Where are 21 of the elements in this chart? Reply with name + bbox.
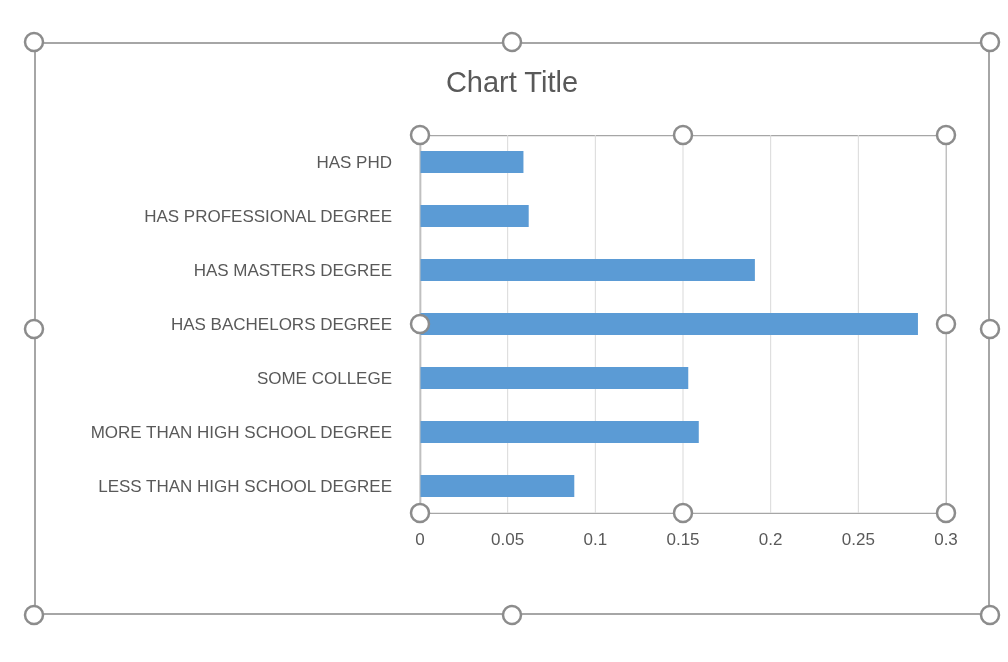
chart-title: Chart Title — [444, 66, 580, 99]
x-tick-label: 0.25 — [841, 530, 875, 550]
bar — [420, 421, 699, 443]
x-tick-label: 0 — [415, 530, 425, 550]
y-tick-label: MORE THAN HIGH SCHOOL DEGREE — [90, 423, 392, 443]
bar — [420, 151, 524, 173]
x-tick-label: 0.15 — [666, 530, 700, 550]
y-tick-label: HAS BACHELORS DEGREE — [170, 315, 392, 335]
bar — [420, 205, 529, 227]
x-tick-label: 0.05 — [491, 530, 525, 550]
y-tick-label: HAS PHD — [316, 153, 392, 173]
y-tick-label: LESS THAN HIGH SCHOOL DEGREE — [98, 477, 392, 497]
x-tick-label: 0.3 — [934, 530, 958, 550]
y-tick-label: HAS MASTERS DEGREE — [193, 261, 392, 281]
bar — [420, 259, 755, 281]
y-tick-label: HAS PROFESSIONAL DEGREE — [144, 207, 392, 227]
x-tick-label: 0.2 — [758, 530, 783, 550]
y-tick-label: SOME COLLEGE — [256, 369, 392, 389]
bar — [420, 367, 689, 389]
bar — [420, 475, 575, 497]
x-tick-label: 0.1 — [583, 530, 608, 550]
